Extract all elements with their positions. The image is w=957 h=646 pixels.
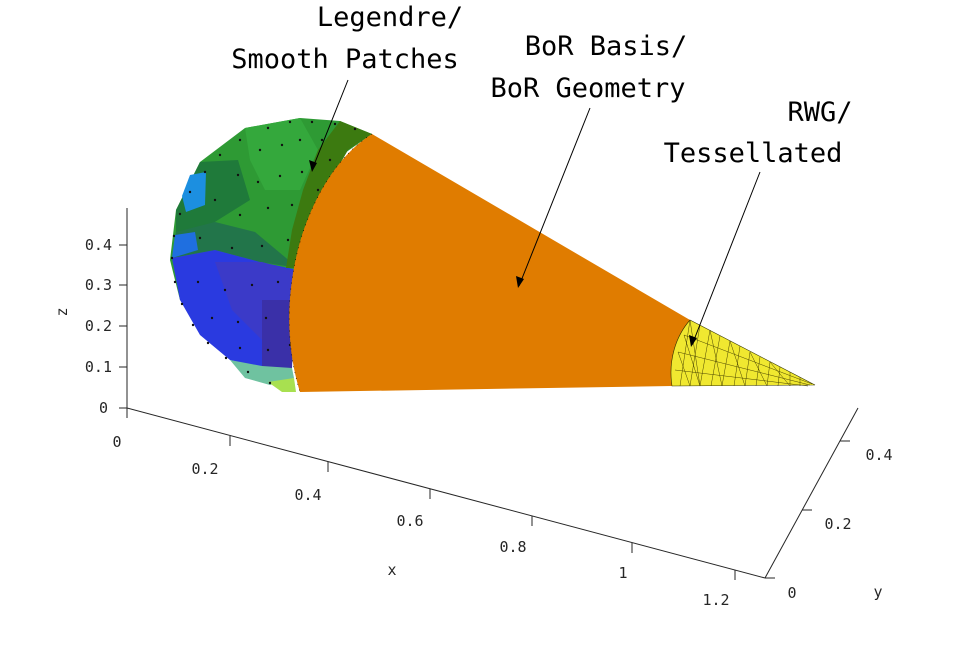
bor-cone-surface	[289, 134, 690, 392]
annotation-rwg-line2: Tessellated	[664, 138, 843, 169]
rwg-mesh-lines	[674, 319, 813, 387]
cap-cyan-patch	[182, 172, 206, 212]
annotation-bor-line1: BoR Basis/	[525, 31, 688, 62]
y-tick-label: 0	[787, 584, 796, 602]
z-tick-label: 0.3	[85, 276, 112, 294]
y-tick-label: 0.2	[824, 515, 851, 533]
annotation-rwg-line1: RWG/	[787, 97, 852, 128]
x-tick-label: 0.4	[294, 486, 321, 504]
arrow-head-icon	[309, 160, 317, 172]
rwg-tip-fill	[670, 319, 816, 387]
y-axis-line	[764, 407, 859, 579]
x-axis-label: x	[387, 561, 396, 579]
y-tick-label: 0.4	[865, 446, 892, 464]
y-ticks: 0 0.2 0.4 y	[765, 440, 893, 602]
z-tick-label: 0.1	[85, 358, 112, 376]
annotation-bor: BoR Basis/ BoR Geometry	[490, 31, 687, 288]
annotation-bor-line2: BoR Geometry	[490, 73, 685, 104]
cap-green-highlight	[245, 118, 318, 190]
arrow-head-icon	[516, 276, 524, 288]
cap-dark-green-patch	[172, 222, 298, 268]
x-tick-label: 0.6	[396, 512, 423, 530]
rwg-tessellated-tip	[670, 319, 816, 387]
arrow-icon	[691, 171, 761, 346]
z-tick-label: 0.4	[85, 236, 112, 254]
x-tick-label: 1	[618, 564, 627, 582]
cap-cyan-patch	[172, 232, 198, 258]
annotation-legendre-line1: Legendre/	[317, 2, 463, 33]
z-axis-label: z	[53, 307, 71, 316]
cap-lime-patch	[268, 378, 296, 392]
arrow-icon	[518, 107, 591, 287]
annotation-legendre-line2: Smooth Patches	[231, 44, 459, 75]
x-axis-line	[126, 407, 766, 579]
y-axis-label: y	[873, 583, 882, 601]
x-tick-label: 1.2	[702, 591, 729, 609]
x-tick-label: 0.8	[499, 538, 526, 556]
cap-indigo-patch	[262, 300, 295, 368]
annotation-rwg: RWG/ Tessellated	[664, 97, 853, 347]
axes-frame	[126, 208, 859, 579]
x-tick-label: 0.2	[191, 460, 218, 478]
arrow-icon	[311, 79, 349, 171]
cap-teal-patch	[230, 360, 294, 385]
bor-cone-left-edge	[288, 133, 373, 393]
z-tick-label: 0	[99, 399, 108, 417]
x-tick-label: 0	[112, 433, 121, 451]
z-ticks: 0 0.1 0.2 0.3 0.4 z	[53, 236, 127, 417]
x-ticks: 0 0.2 0.4 0.6 0.8 1 1.2 x	[112, 408, 736, 609]
annotation-legendre: Legendre/ Smooth Patches	[231, 2, 463, 172]
arrow-head-icon	[689, 335, 697, 347]
z-tick-label: 0.2	[85, 317, 112, 335]
